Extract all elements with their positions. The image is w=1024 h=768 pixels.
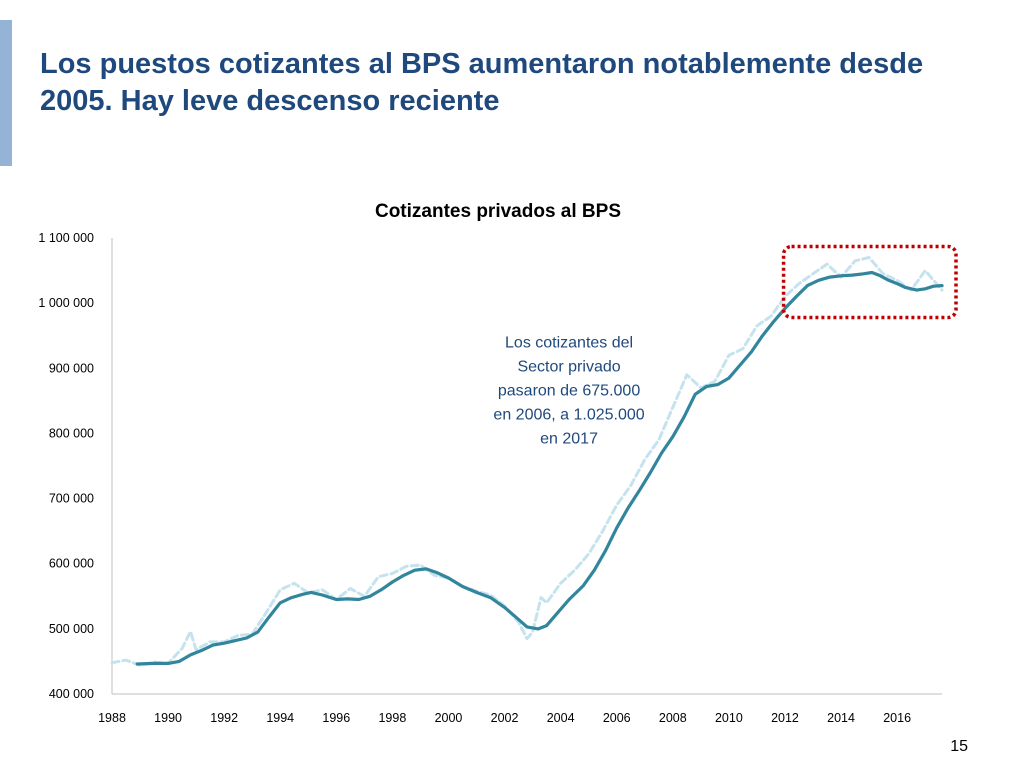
- y-tick-label: 800 000: [49, 426, 94, 440]
- x-tick-label: 1996: [322, 711, 350, 725]
- x-tick-label: 2010: [715, 711, 743, 725]
- x-tick-label: 1988: [98, 711, 126, 725]
- chart-title: Cotizantes privados al BPS: [375, 201, 621, 222]
- y-tick-label: 500 000: [49, 622, 94, 636]
- highlight-box: [781, 244, 958, 320]
- y-tick-label: 1 000 000: [38, 296, 94, 310]
- x-tick-label: 2002: [491, 711, 519, 725]
- y-tick-label: 700 000: [49, 492, 94, 506]
- accent-bar: [0, 20, 12, 166]
- x-tick-label: 2000: [435, 711, 463, 725]
- annotation-line: Los cotizantes del: [505, 334, 633, 351]
- y-tick-label: 600 000: [49, 557, 94, 571]
- annotation-line: Sector privado: [517, 358, 620, 375]
- annotation-line: pasaron de 675.000: [498, 382, 640, 399]
- chart-annotation: Los cotizantes del Sector privado pasaron …: [493, 334, 644, 447]
- annotation-line: en 2006, a 1.025.000: [493, 406, 644, 423]
- x-tick-label: 2004: [547, 711, 575, 725]
- annotation-line: en 2017: [540, 430, 598, 447]
- x-tick-label: 2008: [659, 711, 687, 725]
- x-tick-label: 2006: [603, 711, 631, 725]
- y-tick-label: 400 000: [49, 687, 94, 701]
- series-line-trend: [135, 270, 944, 666]
- x-tick-label: 2016: [883, 711, 911, 725]
- x-tick-label: 1990: [154, 711, 182, 725]
- chart-axes: 400 000 500 000 600 000 700 000 800 000 900 0…: [38, 231, 942, 725]
- slide-number: 15: [950, 738, 968, 755]
- x-tick-label: 2014: [827, 711, 855, 725]
- x-tick-label: 1998: [378, 711, 406, 725]
- slide-title: Los puestos cotizantes al BPS aumentaron…: [40, 48, 924, 117]
- x-tick-label: 1992: [210, 711, 238, 725]
- y-tick-label: 900 000: [49, 361, 94, 375]
- y-tick-label: 1 100 000: [38, 231, 94, 245]
- x-tick-label: 1994: [266, 711, 294, 725]
- x-tick-label: 2012: [771, 711, 799, 725]
- series-line-monthly: [110, 256, 944, 667]
- chart-plot-area: [110, 244, 958, 667]
